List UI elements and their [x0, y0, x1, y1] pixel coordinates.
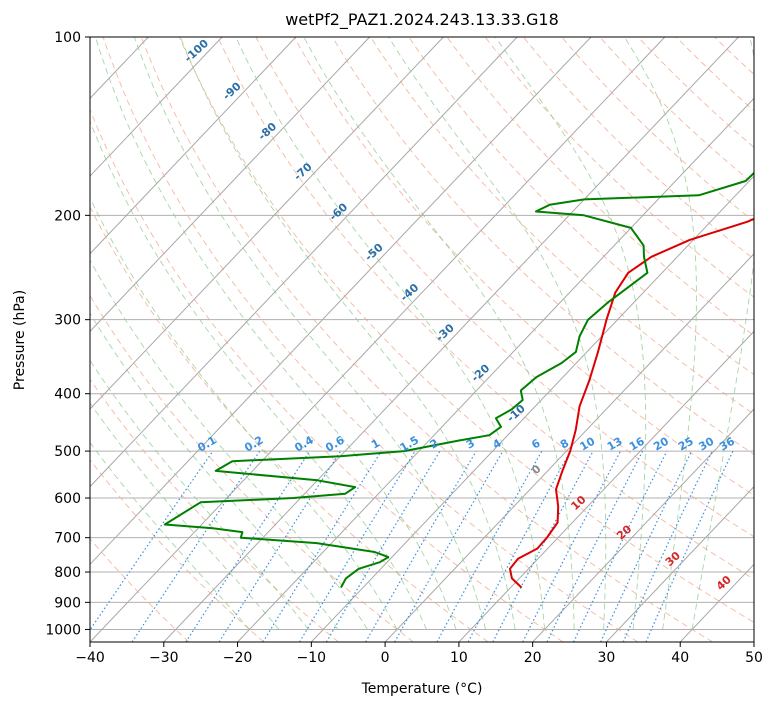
isotherm-line	[90, 37, 518, 488]
dry-adiabat-line	[446, 37, 754, 337]
moist-adiabat-line	[90, 359, 309, 630]
y-tick-label: 1000	[45, 622, 81, 638]
moist-adiabat-line	[95, 37, 457, 630]
isotherm-line	[90, 37, 592, 566]
dry-adiabat-line	[408, 37, 754, 376]
data-series	[163, 171, 754, 589]
chart-title: wetPf2_PAZ1.2024.243.13.33.G18	[285, 10, 559, 30]
x-axis-label: Temperature (°C)	[361, 681, 483, 697]
background-lines	[90, 37, 754, 642]
isotherm-line	[90, 37, 370, 333]
isotherm-line	[458, 330, 754, 642]
mixing-ratio-line	[572, 450, 668, 642]
x-tick-label: 30	[598, 650, 616, 666]
x-tick-label: −20	[223, 650, 253, 666]
dewpoint-line	[163, 171, 754, 589]
isotherm-line	[384, 252, 754, 642]
isotherm-line	[532, 408, 754, 642]
dry-adiabat-line	[90, 108, 564, 642]
isotherm-line	[606, 485, 754, 642]
mixing-ratio-line	[185, 450, 311, 642]
dry-adiabat-line	[140, 37, 713, 642]
dry-adiabat-line	[370, 37, 754, 415]
dry-adiabat-line	[90, 538, 190, 642]
mixing-ratio-line	[436, 450, 543, 642]
isotherm-line	[237, 97, 754, 642]
x-tick-label: 0	[381, 650, 390, 666]
isotherm-line	[90, 37, 666, 642]
y-tick-label: 400	[54, 387, 81, 403]
mixing-ratio-line	[394, 450, 504, 642]
dry-adiabat-line	[102, 37, 639, 642]
x-tick-label: 50	[745, 650, 763, 666]
isotherm-line	[90, 37, 223, 177]
mixing-ratio-line	[467, 450, 571, 642]
y-tick-label: 800	[54, 565, 81, 581]
mixing-ratio-line	[262, 450, 382, 642]
x-tick-label: 10	[450, 650, 468, 666]
x-tick-label: 40	[671, 650, 689, 666]
y-tick-label: 700	[54, 531, 81, 547]
y-tick-label: 100	[54, 30, 81, 46]
moist-adiabat-line	[90, 402, 280, 630]
x-tick-label: −40	[75, 650, 105, 666]
x-tick-label: −30	[149, 650, 179, 666]
moist-adiabat-line	[388, 37, 607, 630]
plot-frame	[89, 36, 755, 643]
moist-adiabat-line	[624, 37, 697, 630]
y-tick-label: 500	[54, 444, 81, 460]
moist-adiabat-line	[179, 37, 516, 630]
x-tick-label: 20	[524, 650, 542, 666]
dry-adiabat-line	[255, 37, 754, 538]
dry-adiabat-line	[90, 206, 489, 642]
mixing-ratio-line	[299, 450, 416, 642]
y-axis-label: Pressure (hPa)	[12, 290, 28, 390]
mixing-ratio-line	[131, 450, 261, 642]
mixing-ratio-line	[90, 450, 214, 631]
moist-adiabat-line	[494, 37, 647, 630]
isotherm-line	[90, 37, 297, 255]
moist-adiabat-line	[90, 196, 398, 630]
temperature-line	[509, 217, 754, 589]
x-axis: −40 −30 −20 −10 0 10 20 30 40 50	[75, 642, 763, 666]
dry-adiabat-line	[484, 37, 754, 298]
mixing-ratio-line	[218, 450, 342, 642]
moist-adiabat-line	[90, 441, 250, 630]
moist-adiabat-line	[691, 37, 754, 630]
dry-adiabat-line	[217, 37, 754, 580]
moist-adiabat-line	[90, 312, 339, 630]
x-tick-label: −10	[297, 650, 327, 666]
moist-adiabat-line	[133, 37, 487, 630]
mixing-ratio-line	[522, 450, 622, 642]
moist-adiabat-line	[90, 259, 368, 630]
moist-adiabat-line	[90, 120, 427, 630]
y-axis: 100 200 300 400 500 600 700 800 900 1000	[45, 30, 90, 638]
dry-adiabat-line	[90, 459, 265, 642]
isotherm-line	[90, 37, 444, 410]
y-tick-label: 600	[54, 491, 81, 507]
mixing-ratio-line	[645, 450, 734, 642]
mixing-ratio-line	[546, 450, 644, 642]
y-tick-label: 300	[54, 313, 81, 329]
y-tick-label: 900	[54, 595, 81, 611]
moist-adiabat-line	[235, 37, 546, 630]
dry-adiabat-line	[293, 37, 754, 496]
y-tick-label: 200	[54, 208, 81, 224]
isotherm-line	[163, 37, 739, 642]
